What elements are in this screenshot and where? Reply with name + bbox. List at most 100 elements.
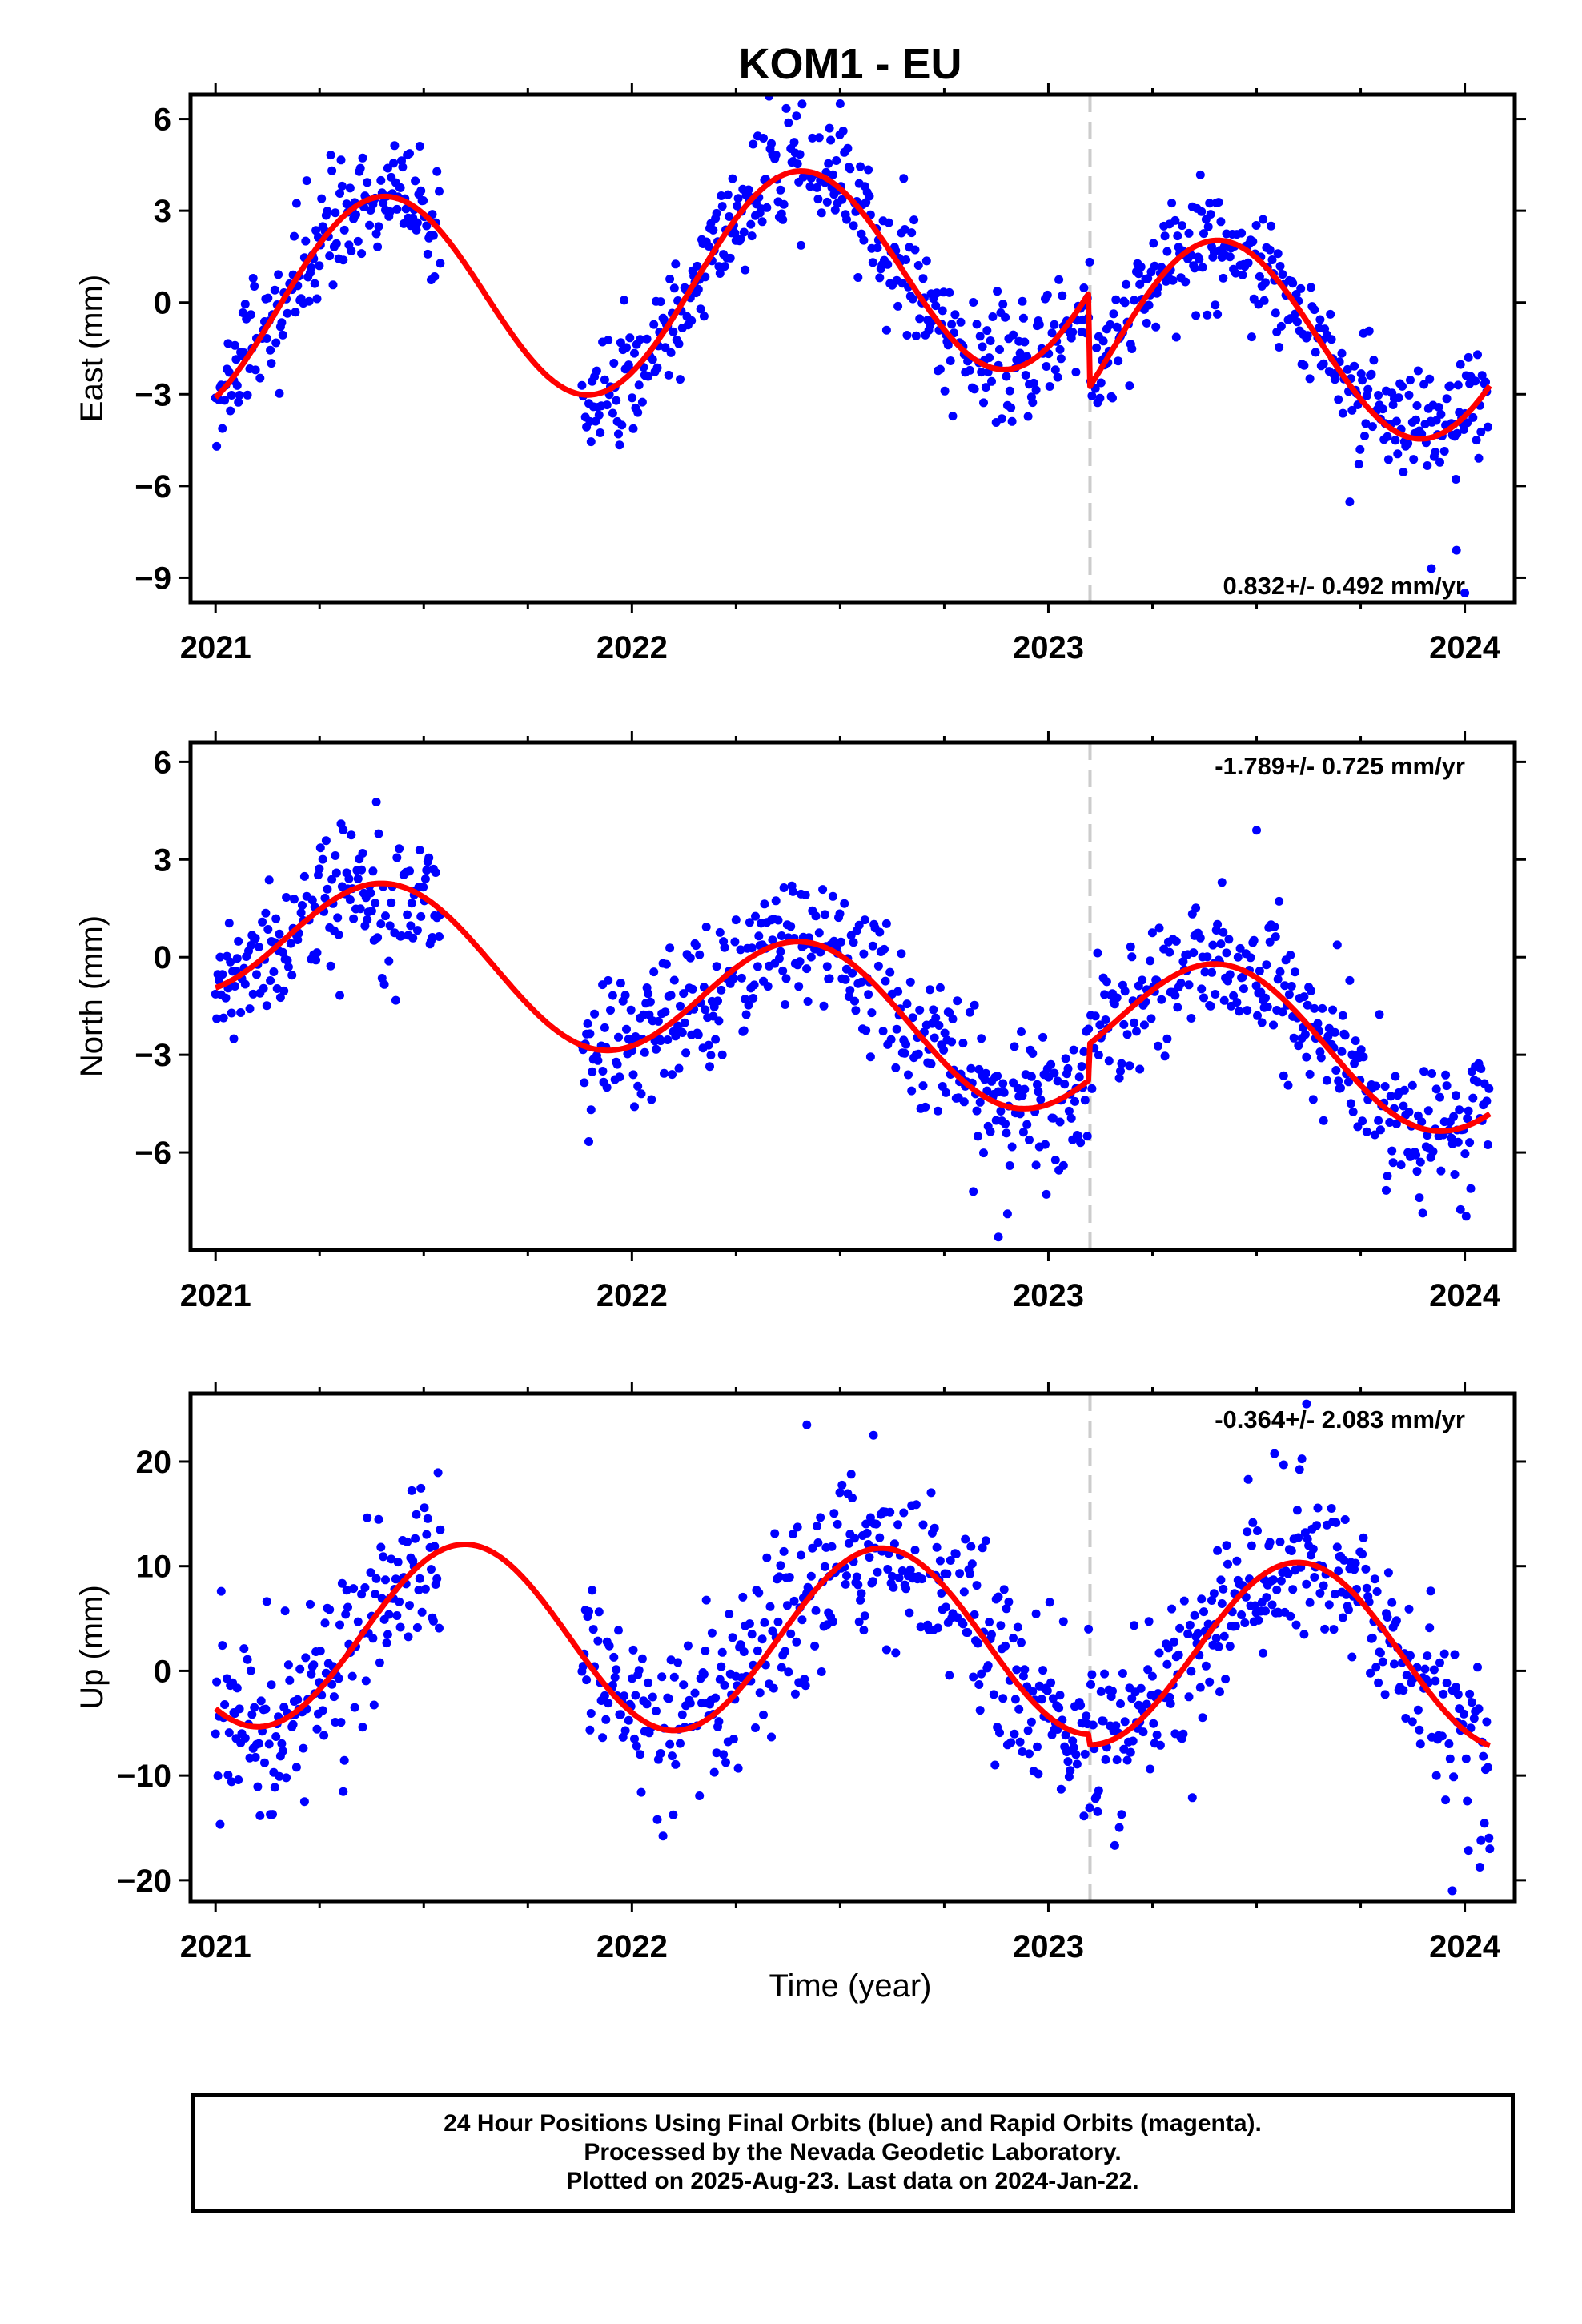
data-point: [254, 1739, 263, 1748]
data-point: [848, 968, 857, 978]
data-point: [224, 919, 234, 928]
data-point: [841, 1579, 850, 1589]
data-point: [1273, 975, 1283, 984]
data-point: [1394, 393, 1403, 403]
data-point: [679, 989, 689, 999]
data-point: [1315, 315, 1325, 324]
data-point: [1054, 275, 1064, 284]
data-point: [673, 1658, 683, 1667]
data-point: [1130, 1018, 1139, 1027]
data-point: [776, 947, 785, 956]
data-point: [1222, 948, 1231, 958]
data-point: [1119, 1744, 1129, 1754]
data-point: [1146, 1014, 1156, 1023]
data-point: [1261, 1606, 1270, 1616]
data-point: [1415, 1739, 1425, 1749]
data-point: [836, 937, 845, 947]
data-point: [1147, 928, 1157, 938]
data-point: [1276, 1576, 1286, 1586]
data-point: [1476, 427, 1486, 436]
data-point: [291, 1763, 301, 1772]
data-point: [880, 944, 889, 954]
data-point: [331, 868, 341, 878]
data-point: [1098, 336, 1108, 346]
data-point: [765, 1602, 775, 1611]
data-point: [1122, 279, 1131, 289]
data-point: [1442, 1679, 1452, 1687]
data-point: [1426, 1586, 1435, 1596]
data-point: [243, 1655, 252, 1664]
data-point: [1108, 1687, 1117, 1696]
data-point: [995, 345, 1004, 354]
data-point: [712, 962, 721, 971]
data-point: [969, 298, 978, 307]
data-point: [747, 943, 757, 953]
data-point: [1305, 1069, 1315, 1079]
data-point: [753, 962, 762, 971]
data-point: [395, 844, 404, 854]
data-point: [1338, 408, 1347, 418]
data-point: [1480, 1819, 1489, 1828]
data-point: [1399, 1085, 1409, 1095]
data-point: [773, 1617, 783, 1626]
data-point: [1447, 1886, 1457, 1896]
data-point: [1361, 419, 1371, 428]
data-point: [856, 1595, 865, 1605]
data-point: [859, 1626, 869, 1635]
data-point: [1100, 1669, 1110, 1679]
data-point: [674, 339, 684, 348]
data-point: [1085, 1803, 1094, 1813]
data-point: [577, 380, 587, 390]
data-point: [1406, 376, 1415, 385]
data-point: [685, 1699, 695, 1708]
data-point: [384, 956, 394, 966]
data-point: [624, 1715, 633, 1725]
data-point: [1063, 1063, 1073, 1073]
caption-line-3: Plotted on 2025-Aug-23. Last data on 202…: [566, 2168, 1139, 2194]
data-point: [813, 1522, 821, 1531]
data-point: [350, 1703, 359, 1712]
data-point: [1358, 1550, 1367, 1559]
data-point: [291, 199, 301, 208]
data-point: [1010, 1695, 1020, 1704]
data-point: [1299, 1630, 1309, 1639]
y-tick-label: 6: [154, 745, 171, 780]
data-point: [220, 1700, 230, 1709]
data-point: [1453, 1137, 1463, 1147]
data-point: [972, 1581, 982, 1590]
data-point: [811, 1606, 821, 1615]
data-point: [357, 249, 367, 259]
data-point: [1125, 1061, 1134, 1071]
data-point: [1283, 1569, 1293, 1578]
data-point: [1442, 1081, 1452, 1091]
data-point: [1278, 270, 1287, 279]
data-point: [1399, 468, 1408, 476]
data-point: [661, 343, 670, 352]
data-point: [759, 134, 768, 143]
data-point: [435, 932, 444, 941]
data-point: [283, 308, 292, 318]
data-point: [1465, 1689, 1475, 1699]
data-point: [668, 1751, 677, 1761]
data-point: [636, 335, 645, 344]
data-point: [1300, 1030, 1310, 1039]
data-point: [1087, 1670, 1097, 1679]
data-point: [417, 1607, 427, 1617]
data-point: [908, 294, 917, 304]
data-point: [1176, 979, 1186, 987]
data-point: [979, 398, 988, 408]
data-point: [749, 980, 759, 990]
data-point: [808, 1543, 817, 1553]
x-tick-label: 2023: [1013, 1278, 1084, 1313]
data-point: [842, 1571, 851, 1581]
data-point: [1374, 1116, 1383, 1125]
data-point: [212, 441, 222, 451]
data-point: [304, 296, 314, 306]
data-point: [590, 1009, 600, 1019]
data-point: [648, 355, 657, 364]
data-point: [1243, 258, 1253, 267]
data-point: [872, 1519, 881, 1529]
data-point: [349, 914, 359, 923]
data-point: [830, 205, 840, 215]
data-point: [246, 1666, 255, 1675]
